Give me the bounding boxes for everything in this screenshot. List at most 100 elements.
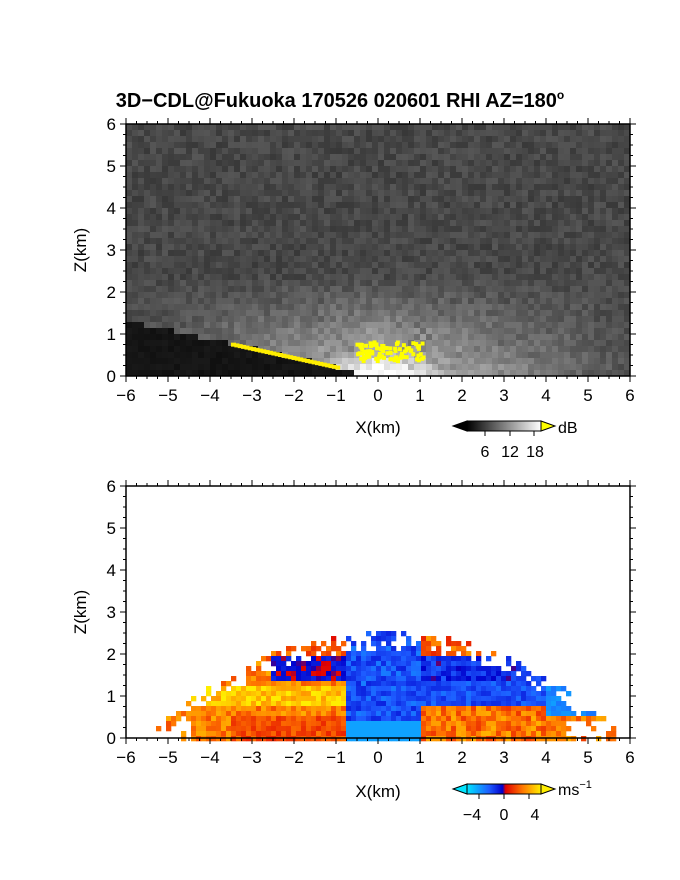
- backscatter-cell: [558, 142, 565, 149]
- velocity-cell: [196, 711, 202, 717]
- velocity-cell: [226, 706, 232, 712]
- backscatter-cell: [540, 256, 547, 263]
- velocity-cell: [276, 696, 282, 702]
- velocity-cell: [421, 661, 427, 667]
- backscatter-cell: [444, 250, 451, 257]
- velocity-cell: [246, 716, 252, 722]
- velocity-cell: [216, 726, 222, 732]
- velocity-cell: [481, 721, 487, 727]
- velocity-cell: [306, 726, 312, 732]
- velocity-cell: [461, 706, 467, 712]
- backscatter-cell: [570, 214, 577, 221]
- velocity-cell: [321, 641, 327, 647]
- backscatter-cell: [366, 322, 373, 329]
- backscatter-cell: [300, 202, 307, 209]
- velocity-cell: [466, 686, 472, 692]
- velocity-cell: [311, 691, 317, 697]
- backscatter-cell: [396, 250, 403, 257]
- backscatter-cell: [186, 154, 193, 161]
- backscatter-cell: [186, 136, 193, 143]
- backscatter-cell: [594, 172, 601, 179]
- velocity-cell: [441, 666, 447, 672]
- backscatter-cell: [486, 238, 493, 245]
- backscatter-cell: [456, 370, 463, 377]
- velocity-cell: [521, 696, 527, 702]
- backscatter-cell: [264, 298, 271, 305]
- velocity-cell: [521, 731, 527, 737]
- velocity-cell: [371, 701, 377, 707]
- velocity-cell: [316, 726, 322, 732]
- velocity-cell: [206, 706, 212, 712]
- backscatter-cell: [330, 262, 337, 269]
- backscatter-cell: [342, 232, 349, 239]
- saturated-cell: [411, 341, 416, 346]
- velocity-cell: [456, 726, 462, 732]
- backscatter-cell: [462, 196, 469, 203]
- backscatter-cell: [600, 340, 607, 347]
- backscatter-cell: [348, 154, 355, 161]
- backscatter-cell: [246, 310, 253, 317]
- backscatter-cell: [396, 304, 403, 311]
- backscatter-cell: [450, 322, 457, 329]
- backscatter-cell: [558, 172, 565, 179]
- velocity-cell: [251, 716, 257, 722]
- backscatter-cell: [456, 196, 463, 203]
- backscatter-cell: [414, 166, 421, 173]
- backscatter-cell: [288, 256, 295, 263]
- saturated-cell: [247, 346, 253, 351]
- backscatter-cell: [168, 340, 175, 347]
- velocity-cell: [226, 701, 232, 707]
- backscatter-cell: [372, 202, 379, 209]
- backscatter-cell: [594, 334, 601, 341]
- velocity-cell: [321, 676, 327, 682]
- backscatter-cell: [558, 298, 565, 305]
- backscatter-cell: [300, 310, 307, 317]
- backscatter-cell: [600, 232, 607, 239]
- backscatter-cell: [264, 244, 271, 251]
- backscatter-cell: [384, 328, 391, 335]
- velocity-cell: [406, 696, 412, 702]
- velocity-cell: [396, 681, 402, 687]
- backscatter-cell: [492, 274, 499, 281]
- backscatter-cell: [348, 244, 355, 251]
- backscatter-cell: [558, 148, 565, 155]
- backscatter-cell: [396, 166, 403, 173]
- backscatter-cell: [222, 334, 229, 341]
- velocity-cell: [531, 716, 537, 722]
- backscatter-cell: [522, 340, 529, 347]
- backscatter-cell: [576, 142, 583, 149]
- backscatter-cell: [528, 364, 535, 371]
- velocity-cell: [221, 731, 227, 737]
- backscatter-cell: [156, 340, 163, 347]
- backscatter-cell: [336, 298, 343, 305]
- backscatter-cell: [240, 208, 247, 215]
- backscatter-cell: [306, 298, 313, 305]
- backscatter-cell: [252, 232, 259, 239]
- velocity-cell: [431, 706, 437, 712]
- backscatter-cell: [396, 298, 403, 305]
- backscatter-cell: [228, 166, 235, 173]
- backscatter-cell: [438, 154, 445, 161]
- y-tick-label: 5: [107, 157, 116, 176]
- backscatter-cell: [246, 244, 253, 251]
- backscatter-cell: [318, 316, 325, 323]
- backscatter-cell: [600, 178, 607, 185]
- backscatter-cell: [432, 214, 439, 221]
- backscatter-cell: [174, 268, 181, 275]
- backscatter-cell: [174, 250, 181, 257]
- backscatter-cell: [576, 172, 583, 179]
- backscatter-cell: [132, 304, 139, 311]
- backscatter-cell: [186, 244, 193, 251]
- backscatter-cell: [582, 262, 589, 269]
- backscatter-cell: [366, 250, 373, 257]
- backscatter-cell: [288, 310, 295, 317]
- backscatter-cell: [168, 244, 175, 251]
- backscatter-cell: [420, 310, 427, 317]
- backscatter-cell: [186, 160, 193, 167]
- backscatter-cell: [204, 178, 211, 185]
- backscatter-cell: [510, 184, 517, 191]
- backscatter-cell: [246, 316, 253, 323]
- velocity-cell: [431, 641, 437, 647]
- backscatter-cell: [414, 202, 421, 209]
- backscatter-cell: [372, 352, 379, 359]
